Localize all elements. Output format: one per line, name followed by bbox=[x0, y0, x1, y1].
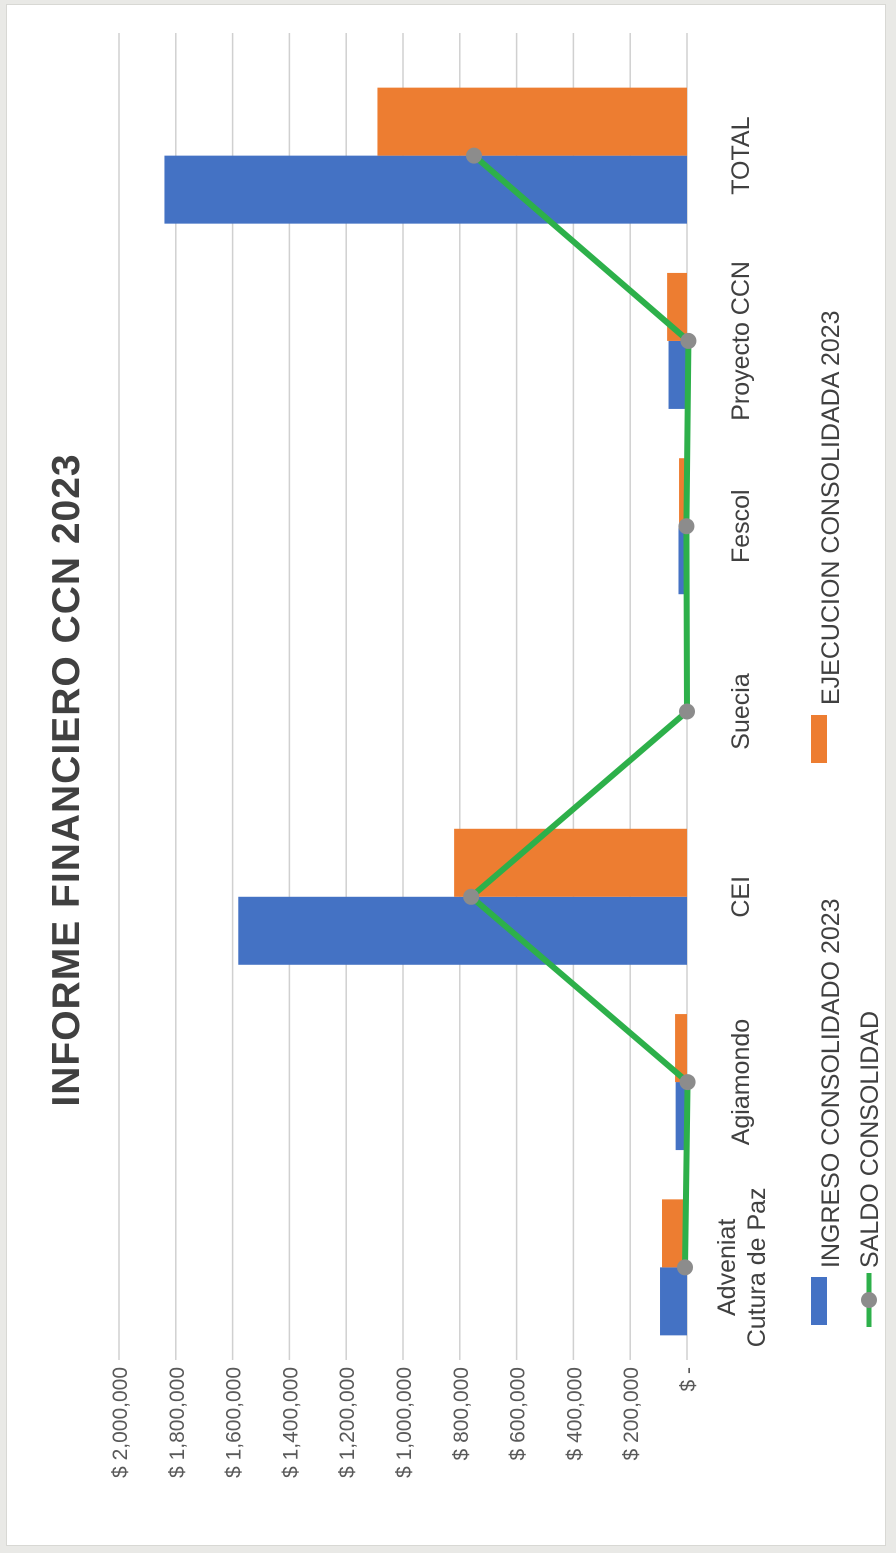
ingreso-bar bbox=[668, 340, 687, 409]
bars bbox=[164, 87, 687, 1336]
chart-frame: $ - $ 200,000 $ 400,000 $ 600,000 $ 800,000 $… bbox=[6, 4, 886, 1546]
ejecucion-bar bbox=[454, 828, 687, 897]
value-tick-label: $ 400,000 bbox=[563, 1367, 586, 1460]
value-tick-label: $ 1,600,000 bbox=[223, 1367, 246, 1478]
ingreso-bar bbox=[238, 896, 687, 965]
ejecucion-bar bbox=[675, 1014, 687, 1083]
category-label: Agiamondo bbox=[727, 1019, 755, 1145]
legend: INGRESO CONSOLIDADO 2023 EJECUCION CONSOL… bbox=[811, 310, 884, 1327]
gridlines bbox=[118, 33, 688, 1360]
value-axis-ticks: $ - $ 200,000 $ 400,000 $ 600,000 $ 800,000 $… bbox=[109, 1367, 700, 1478]
value-tick-label: $ 1,000,000 bbox=[393, 1367, 416, 1478]
saldo-point bbox=[678, 518, 695, 535]
saldo-point bbox=[463, 888, 480, 905]
chart-title-group: INFORME FINANCIERO CCN 2023 bbox=[45, 453, 88, 1106]
saldo-point bbox=[679, 1074, 696, 1091]
chart-title: INFORME FINANCIERO CCN 2023 bbox=[45, 453, 88, 1106]
ingreso-bar bbox=[675, 1082, 687, 1151]
legend-swatch-ingreso bbox=[811, 1277, 827, 1325]
saldo-point bbox=[679, 703, 695, 720]
legend-label-ejecucion: EJECUCION CONSOLIDADA 2023 bbox=[817, 310, 845, 705]
legend-marker-saldo bbox=[861, 1292, 877, 1308]
category-label: CEI bbox=[727, 876, 755, 918]
value-tick-label: $ 1,200,000 bbox=[336, 1367, 359, 1478]
category-labels: AdveniatCutura de Paz Agiamondo CEI Suecia F… bbox=[713, 116, 771, 1347]
saldo-line-path bbox=[468, 153, 692, 1268]
ejecucion-bar bbox=[377, 87, 687, 156]
value-tick-label: $ - bbox=[677, 1367, 700, 1392]
value-tick-label: $ 2,000,000 bbox=[109, 1367, 132, 1478]
value-tick-label: $ 1,800,000 bbox=[166, 1367, 189, 1478]
value-tick-label: $ 200,000 bbox=[620, 1367, 643, 1460]
value-tick-label: $ 600,000 bbox=[507, 1367, 530, 1460]
saldo-point bbox=[466, 147, 482, 164]
legend-label-ingreso: INGRESO CONSOLIDADO 2023 bbox=[817, 898, 845, 1268]
category-label: AdveniatCutura de Paz bbox=[713, 1187, 771, 1347]
value-tick-label: $ 1,400,000 bbox=[279, 1367, 302, 1478]
saldo-line bbox=[463, 147, 697, 1276]
ingreso-bar bbox=[164, 155, 687, 224]
ingreso-bar bbox=[678, 526, 687, 595]
legend-swatch-ejecucion bbox=[811, 715, 827, 763]
category-label: Proyecto CCN bbox=[727, 261, 755, 421]
saldo-point bbox=[677, 1259, 694, 1276]
saldo-point bbox=[680, 332, 697, 349]
value-tick-label: $ 800,000 bbox=[450, 1367, 473, 1460]
ejecucion-bar bbox=[679, 458, 687, 527]
category-label: Suecia bbox=[727, 673, 755, 750]
ingreso-bar bbox=[660, 1267, 687, 1336]
category-label: TOTAL bbox=[727, 116, 755, 194]
chart-svg: $ - $ 200,000 $ 400,000 $ 600,000 $ 800,000 $… bbox=[45, 33, 884, 1478]
category-label: Fescol bbox=[727, 489, 755, 563]
legend-label-saldo: SALDO CONSOLIDAD bbox=[856, 1011, 884, 1268]
